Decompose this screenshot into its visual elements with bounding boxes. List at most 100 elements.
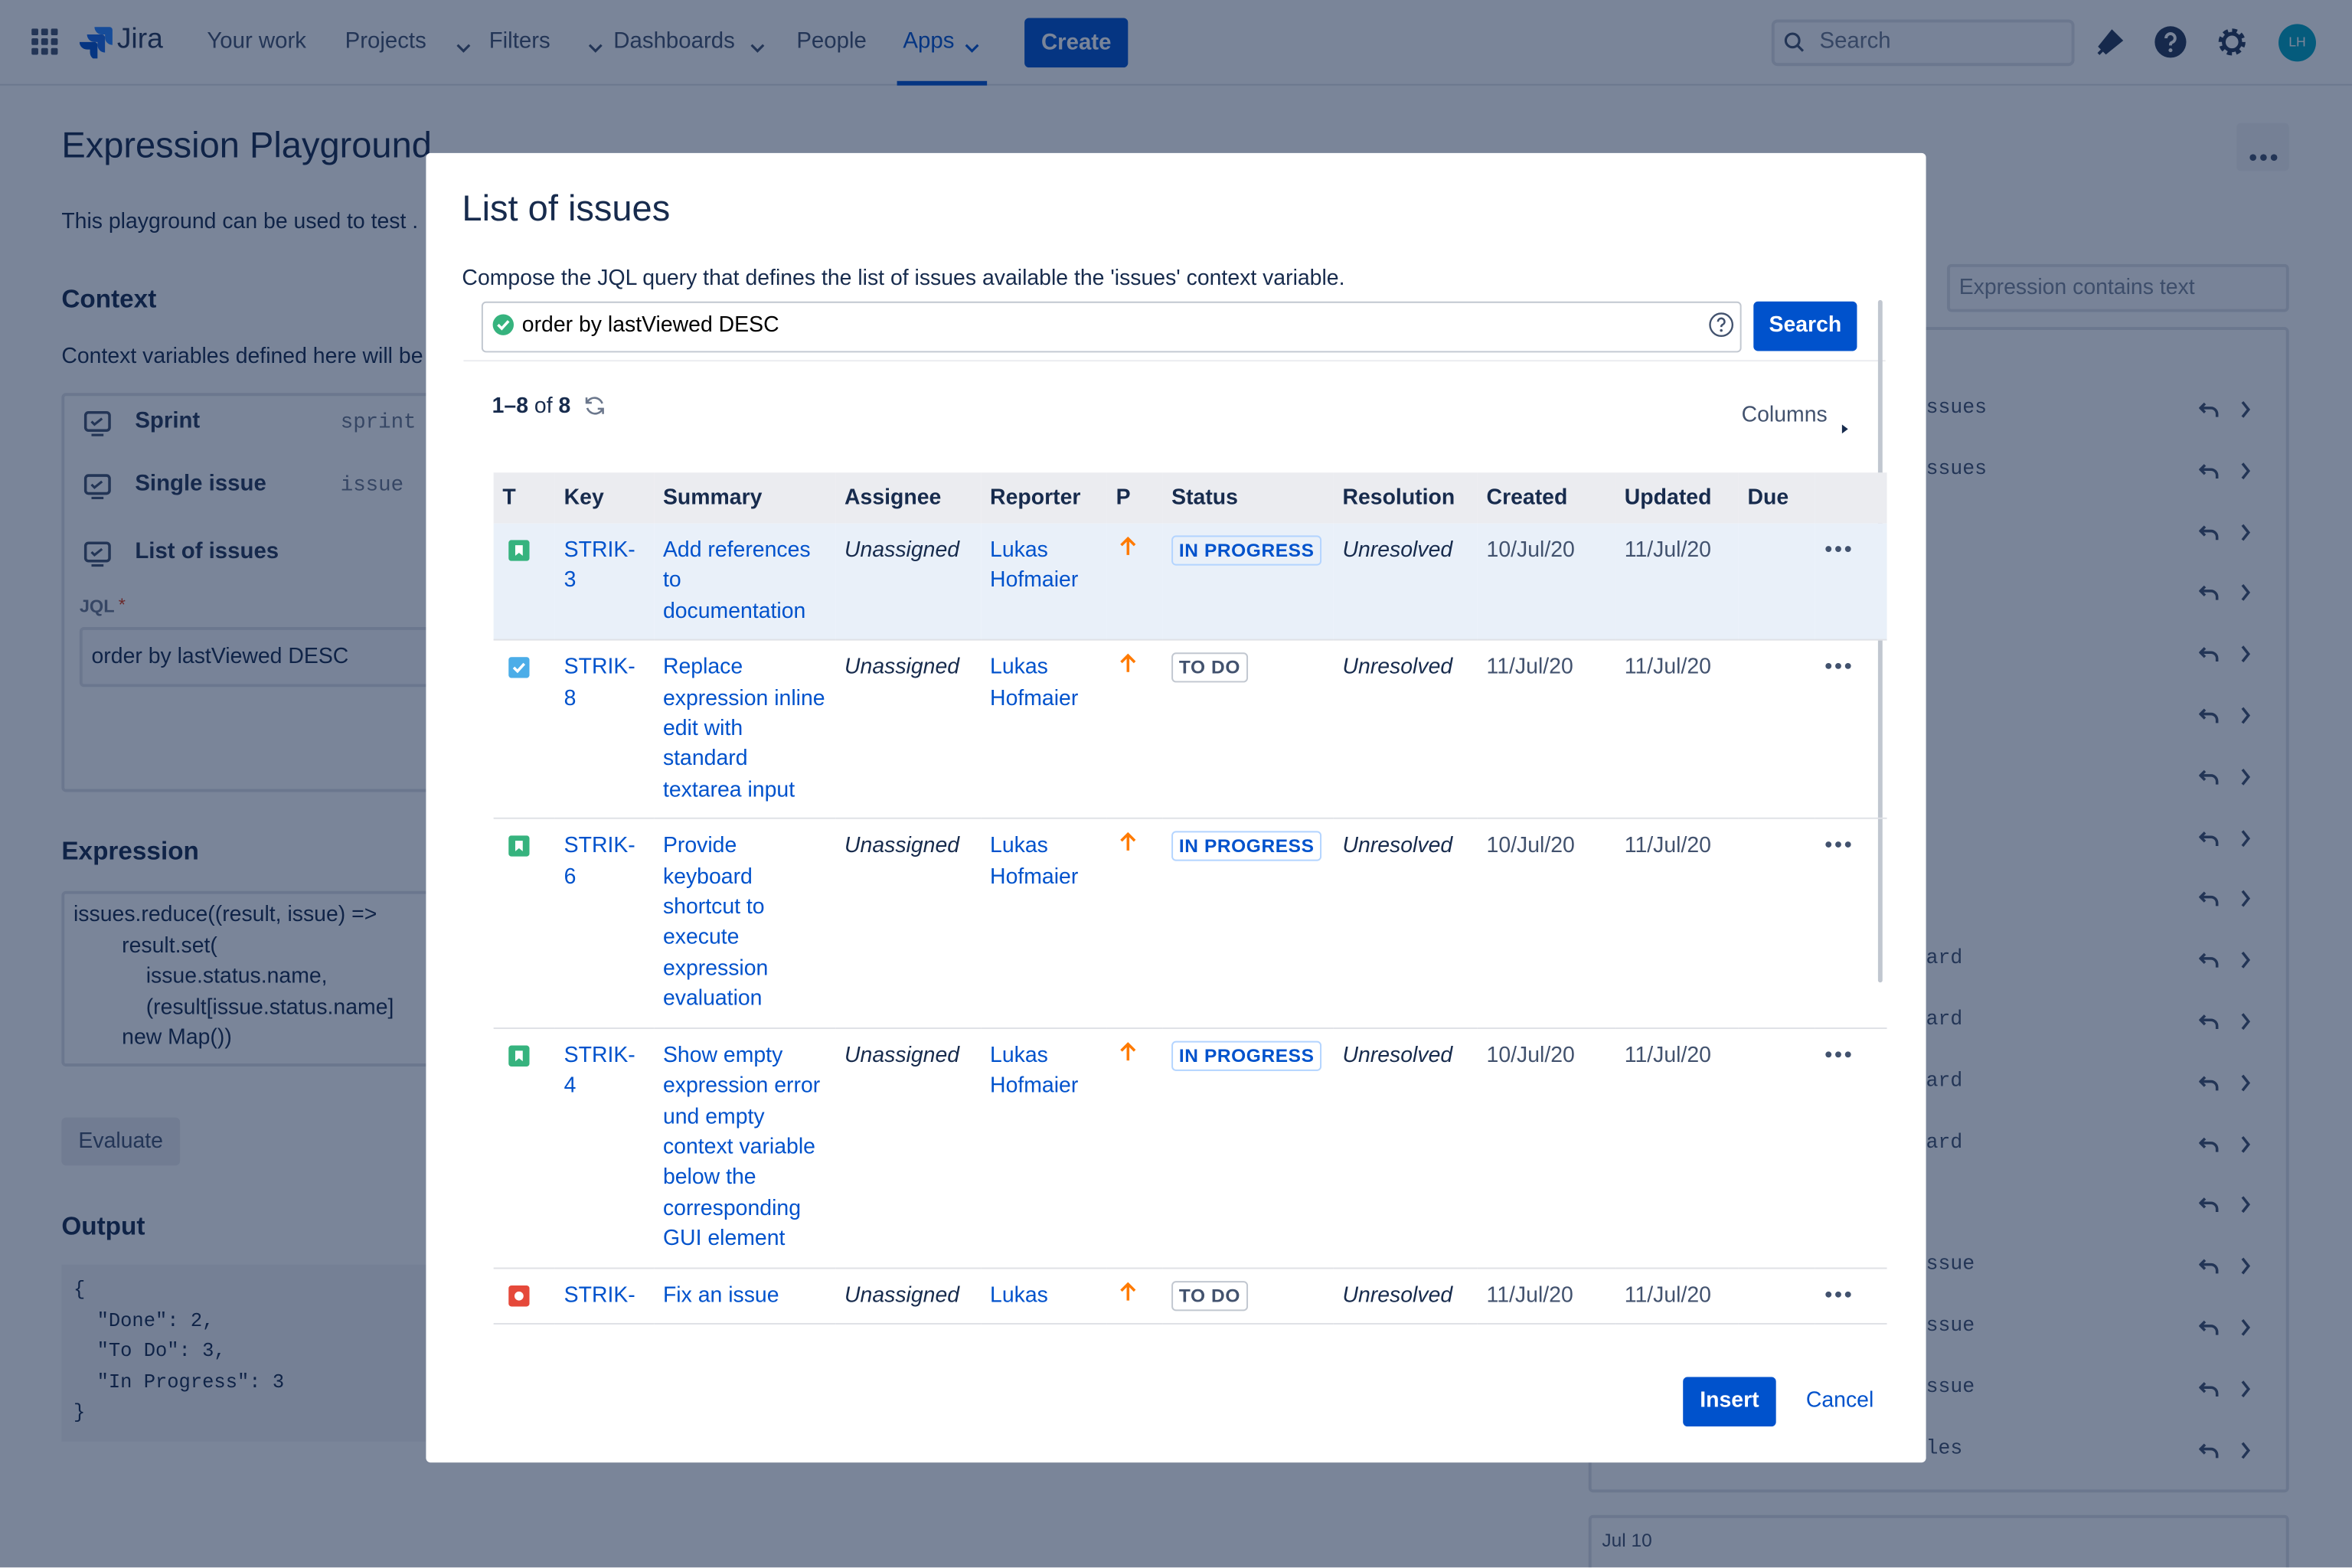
column-header[interactable]: Created — [1477, 472, 1616, 524]
priority-arrow — [1120, 654, 1136, 673]
issue-row[interactable]: STRIK-4 Show empty expression error und e… — [493, 1027, 1887, 1269]
priority-icon-svg — [1120, 1281, 1136, 1300]
issue-type-icon-part — [512, 663, 526, 674]
priority-icon — [1119, 1280, 1138, 1301]
issue-priority — [1106, 1267, 1163, 1325]
column-header-actions — [1815, 472, 1887, 524]
row-actions-icon[interactable] — [1824, 1040, 1854, 1061]
row-actions-icon[interactable] — [1824, 653, 1854, 674]
issue-row[interactable]: STRIK- Fix an issue Unassigned Lukas TO DO Un… — [493, 1267, 1887, 1325]
issue-summary[interactable]: Fix an issue — [654, 1267, 836, 1325]
dot — [1844, 663, 1851, 670]
issue-type-icon-part — [508, 657, 530, 678]
issue-reporter[interactable]: Lukas Hofmaier — [981, 523, 1107, 641]
issue-row[interactable]: STRIK-8 Replace expression inline edit wi… — [493, 640, 1887, 820]
row-actions-icon[interactable] — [1824, 831, 1854, 852]
issue-type-icon-part — [508, 540, 530, 561]
dot — [1825, 546, 1832, 552]
priority-icon — [1119, 535, 1138, 556]
issue-due — [1738, 640, 1815, 820]
issue-type-icon-part — [514, 841, 523, 852]
issue-key[interactable]: STRIK-3 — [554, 523, 655, 641]
dot — [1835, 546, 1841, 552]
issue-assignee: Unassigned — [835, 1267, 982, 1325]
row-actions-icon[interactable] — [1824, 1280, 1854, 1301]
refresh-icon[interactable] — [583, 394, 606, 416]
cancel-button[interactable]: Cancel — [1805, 1389, 1874, 1413]
issue-created: 11/Jul/20 — [1477, 1267, 1616, 1325]
status-lozenge: TO DO — [1171, 652, 1248, 683]
valid-icon-part — [492, 314, 514, 335]
dot — [1844, 1290, 1851, 1297]
column-header[interactable]: Status — [1162, 472, 1334, 524]
issue-type-cell — [493, 818, 555, 1029]
issue-key[interactable]: STRIK- — [554, 1267, 655, 1325]
count-range: 1–8 — [492, 394, 529, 419]
issue-summary[interactable]: Show empty expression error und empty co… — [654, 1027, 836, 1269]
issue-summary[interactable]: Provide keyboard shortcut to execute exp… — [654, 818, 836, 1029]
column-header[interactable]: Resolution — [1333, 472, 1478, 524]
issue-actions[interactable] — [1815, 1027, 1887, 1269]
issue-priority — [1106, 818, 1163, 1029]
row-actions-icon[interactable] — [1824, 535, 1854, 556]
issue-updated: 11/Jul/20 — [1615, 1267, 1739, 1325]
insert-button[interactable]: Insert — [1683, 1377, 1776, 1427]
issue-type-icon-part — [508, 1285, 530, 1306]
result-count: 1–8 of 8 — [492, 394, 571, 418]
issue-status-cell: TO DO — [1162, 640, 1334, 820]
issue-key[interactable]: STRIK-4 — [554, 1027, 655, 1269]
priority-icon — [1119, 653, 1138, 674]
issue-priority — [1106, 523, 1163, 641]
issue-updated: 11/Jul/20 — [1615, 640, 1739, 820]
column-header[interactable]: Reporter — [981, 472, 1107, 524]
syntax-help-icon-part — [1709, 312, 1734, 338]
issue-updated: 11/Jul/20 — [1615, 523, 1739, 641]
column-header[interactable]: Due — [1738, 472, 1815, 524]
column-header[interactable]: Summary — [654, 472, 836, 524]
issue-type-icon — [508, 835, 530, 858]
priority-arrow — [1120, 832, 1136, 851]
issue-row[interactable]: STRIK-3 Add references to documentation Un… — [493, 523, 1887, 641]
column-header[interactable]: Updated — [1615, 472, 1739, 524]
issue-type-cell — [493, 640, 555, 820]
priority-arrow — [1120, 1281, 1136, 1300]
issue-actions[interactable] — [1815, 640, 1887, 820]
issue-reporter[interactable]: Lukas — [981, 1267, 1107, 1325]
jql-query-input[interactable] — [481, 301, 1742, 353]
dot — [1825, 1050, 1832, 1057]
valid-icon-part — [492, 314, 514, 335]
issue-row[interactable]: STRIK-6 Provide keyboard shortcut to exec… — [493, 818, 1887, 1029]
issue-actions[interactable] — [1815, 523, 1887, 641]
issue-type-icon — [508, 1044, 530, 1067]
syntax-help-icon[interactable] — [1709, 312, 1734, 338]
search-button[interactable]: Search — [1753, 301, 1857, 351]
column-header[interactable]: P — [1106, 472, 1163, 524]
issue-priority — [1106, 1027, 1163, 1269]
issue-created: 10/Jul/20 — [1477, 523, 1616, 641]
issue-updated: 11/Jul/20 — [1615, 818, 1739, 1029]
columns-caret-part — [1841, 424, 1848, 434]
column-header[interactable]: T — [493, 472, 555, 524]
issue-actions[interactable] — [1815, 1267, 1887, 1325]
syntax-help-icon-part — [1709, 312, 1734, 338]
column-header[interactable]: Assignee — [835, 472, 982, 524]
issue-status-cell: IN PROGRESS — [1162, 523, 1334, 641]
issue-status-cell: IN PROGRESS — [1162, 1027, 1334, 1269]
issue-summary[interactable]: Replace expression inline edit with stan… — [654, 640, 836, 820]
issue-reporter[interactable]: Lukas Hofmaier — [981, 640, 1107, 820]
issue-key[interactable]: STRIK-8 — [554, 640, 655, 820]
issue-type-icon — [508, 540, 530, 561]
issue-actions[interactable] — [1815, 818, 1887, 1029]
columns-button[interactable]: Columns — [1741, 403, 1828, 428]
issue-reporter[interactable]: Lukas Hofmaier — [981, 818, 1107, 1029]
issue-reporter[interactable]: Lukas Hofmaier — [981, 1027, 1107, 1269]
issue-resolution: Unresolved — [1333, 1267, 1478, 1325]
column-header[interactable]: Key — [554, 472, 655, 524]
issue-type-icon-part — [508, 657, 530, 678]
issue-key[interactable]: STRIK-6 — [554, 818, 655, 1029]
issue-summary[interactable]: Add references to documentation — [654, 523, 836, 641]
priority-arrow — [1120, 1041, 1136, 1060]
issues-table-viewport: T Key Summary Assignee Reporter P Status Resolu… — [493, 472, 1887, 1342]
